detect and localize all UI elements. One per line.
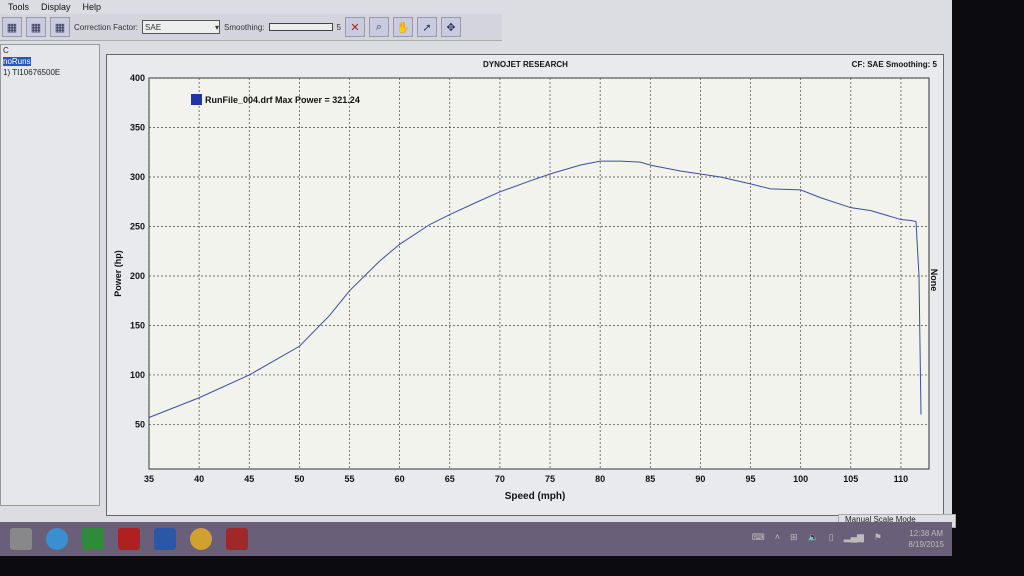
y-axis-label: Power (hp) xyxy=(113,250,123,297)
x-tick-label: 80 xyxy=(595,474,605,484)
word-icon[interactable] xyxy=(154,528,176,550)
y-tick-label: 300 xyxy=(130,172,145,182)
legend-swatch xyxy=(191,94,202,105)
menu-help[interactable]: Help xyxy=(82,2,102,12)
clock[interactable]: 12:38 AM 8/19/2015 xyxy=(908,528,944,550)
flag-icon[interactable]: ⚑ xyxy=(873,532,882,542)
smoothing-value: 5 xyxy=(336,22,341,32)
list-item[interactable]: 1) TI10676500E xyxy=(3,68,61,77)
x-tick-label: 70 xyxy=(495,474,505,484)
run-list-panel: C noRuns 1) TI10676500E xyxy=(0,44,100,506)
y-tick-label: 350 xyxy=(130,122,145,132)
t-app-icon[interactable] xyxy=(118,528,140,550)
y-tick-label: 200 xyxy=(130,271,145,281)
pointer-icon[interactable]: ➚ xyxy=(416,17,437,37)
signal-icon[interactable]: ▂▄▆ xyxy=(843,532,864,542)
correction-factor-label: Correction Factor: xyxy=(74,22,139,32)
y-tick-label: 150 xyxy=(130,320,145,330)
zoom-icon[interactable]: ⌕ xyxy=(368,17,389,37)
correction-value: SAE xyxy=(145,22,162,32)
dynojet-icon[interactable] xyxy=(226,528,248,550)
graph-view-3-icon[interactable]: ▦ xyxy=(50,17,70,37)
y-tick-label: 250 xyxy=(130,221,145,231)
right-axis-label: None xyxy=(929,269,939,292)
list-item-selected[interactable]: noRuns xyxy=(3,57,31,66)
battery-icon[interactable]: ▯ xyxy=(828,532,834,542)
chrome-icon[interactable] xyxy=(190,528,212,550)
x-tick-label: 55 xyxy=(345,474,355,484)
x-tick-label: 60 xyxy=(395,474,405,484)
drive-icon[interactable] xyxy=(46,528,68,550)
x-tick-label: 40 xyxy=(194,474,204,484)
screen: Tools Display Help ▦ ▦ ▦ Correction Fact… xyxy=(0,0,956,556)
smoothing-label: Smoothing: xyxy=(224,22,265,32)
pan-hand-icon[interactable]: ✋ xyxy=(392,17,413,37)
graph-view-2-icon[interactable]: ▦ xyxy=(26,17,46,37)
chevron-down-icon: ▾ xyxy=(215,22,220,32)
app-icon[interactable] xyxy=(10,528,32,550)
system-tray: ⌨ ˄ ⊞ 🔈 ▯ ▂▄▆ ⚑ xyxy=(752,532,882,543)
x-tick-label: 105 xyxy=(843,474,858,484)
correction-factor-select[interactable]: SAE ▾ xyxy=(142,20,221,34)
store-icon[interactable] xyxy=(82,528,104,550)
x-axis-label: Speed (mph) xyxy=(505,491,566,502)
keyboard-icon[interactable]: ⌨ xyxy=(751,532,765,542)
plot-area xyxy=(148,77,930,470)
power-chart: 35 40 45 50 55 60 65 70 75 80 85 90 95 100 105 110 50 100… xyxy=(113,73,939,502)
menu-display[interactable]: Display xyxy=(41,2,71,12)
volume-icon[interactable]: 🔈 xyxy=(807,532,819,542)
scale-arrows-icon[interactable]: ✥ xyxy=(440,17,461,37)
x-tick-label: 50 xyxy=(294,474,304,484)
x-tick-label: 90 xyxy=(695,474,705,484)
windows-icon[interactable]: ⊞ xyxy=(789,532,798,542)
list-item[interactable]: C xyxy=(3,46,9,55)
clock-date: 8/19/2015 xyxy=(908,540,944,549)
x-tick-label: 35 xyxy=(144,474,154,484)
x-tick-label: 100 xyxy=(793,474,808,484)
x-tick-label: 85 xyxy=(645,474,655,484)
y-tick-label: 50 xyxy=(135,419,145,429)
x-tick-label: 110 xyxy=(894,474,909,484)
graph-view-icon[interactable]: ▦ xyxy=(2,17,22,37)
x-tick-label: 95 xyxy=(746,474,756,484)
legend-entry: RunFile_004.drf Max Power = 321.24 xyxy=(205,95,360,105)
y-tick-label: 100 xyxy=(130,370,145,380)
chart-cf-info: CF: SAE Smoothing: 5 xyxy=(851,60,937,69)
toolbar: ▦ ▦ ▦ Correction Factor: SAE ▾ Smoothing:… xyxy=(0,14,502,41)
menu-tools[interactable]: Tools xyxy=(8,2,30,12)
chart-title: DYNOJET RESEARCH xyxy=(483,60,568,69)
y-tick-label: 400 xyxy=(130,73,145,83)
power-series-line xyxy=(148,160,922,418)
clock-time: 12:38 AM xyxy=(909,529,944,538)
menu-bar: Tools Display Help xyxy=(0,0,952,14)
x-tick-label: 65 xyxy=(445,474,455,484)
clear-icon[interactable]: ✕ xyxy=(344,17,365,37)
chart-window: DYNOJET RESEARCH CF: SAE Smoothing: 5 35… xyxy=(106,54,944,516)
chevron-up-icon[interactable]: ˄ xyxy=(774,532,780,542)
x-tick-label: 45 xyxy=(244,474,254,484)
taskbar: ⌨ ˄ ⊞ 🔈 ▯ ▂▄▆ ⚑ 12:38 AM 8/19/2015 xyxy=(0,522,952,556)
smoothing-slider[interactable] xyxy=(268,23,333,31)
x-tick-label: 75 xyxy=(545,474,555,484)
